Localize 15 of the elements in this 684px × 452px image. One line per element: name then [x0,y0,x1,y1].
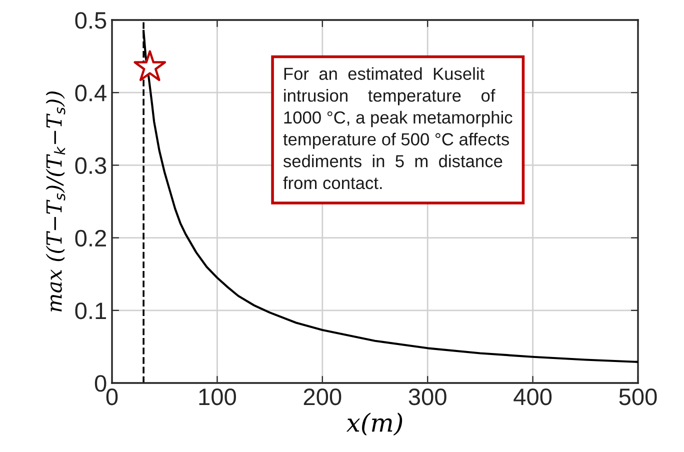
y-tick-label: 0.3 [75,157,106,174]
y-tick-label: 0.2 [75,230,106,247]
x-tick-label: 200 [304,388,342,406]
x-tick-label: 500 [619,388,657,406]
y-tick-label: 0.1 [75,302,106,320]
y-tick-label: 0.4 [75,84,106,102]
x-tick-label: 400 [514,388,552,406]
y-tick-label: 0.5 [75,12,106,29]
x-tick-label: 0 [106,388,118,406]
x-axis-title: x(m) [346,412,402,436]
y-axis-title: max ((T−T$_{s}$)/(T$_{k}$−T$_{s}$)) [46,91,66,312]
y-tick-label: 0 [94,375,106,392]
annotation: For an estimated Kuselit intrusion temperature of 1000 °C, a peak metamorphic temperature of 500 °C affects sediments in 5 m distance from contact. [283,67,512,190]
x-tick-label: 100 [199,388,236,406]
x-tick-label: 300 [408,388,446,406]
